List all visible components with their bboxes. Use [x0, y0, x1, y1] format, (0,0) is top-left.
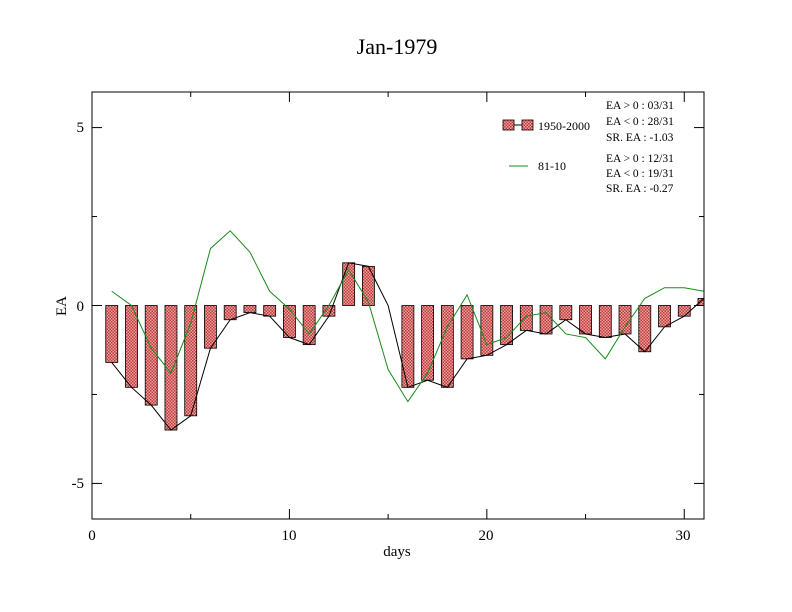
bar-day-14	[361, 265, 375, 306]
x-axis-label: days	[383, 544, 411, 560]
bar-series-1950-2000	[105, 262, 705, 431]
bar-day-20	[480, 305, 494, 356]
y-tick-label-0: 0	[77, 299, 85, 315]
bar-day-17	[421, 305, 435, 381]
legend-label-1950-2000: 1950-2000	[538, 119, 590, 133]
legend-label-81-10: 81-10	[538, 159, 566, 173]
bar-day-27	[618, 305, 632, 335]
x-tick-label-0: 0	[88, 528, 96, 544]
y-tick-label-minus5: -5	[72, 476, 85, 492]
bar-day-2	[125, 305, 138, 388]
axis-ticks	[91, 92, 704, 519]
bar-day-8	[243, 305, 257, 314]
y-tick-label-5: 5	[77, 120, 85, 136]
bar-day-18	[440, 305, 454, 388]
x-tick-label-10: 10	[282, 528, 297, 544]
bar-day-3	[144, 305, 158, 406]
stat-1950-2000-sr: SR. EA : -1.03	[606, 132, 674, 144]
stat-1950-2000-negative: EA < 0 : 28/31	[606, 116, 674, 128]
bar-day-29	[658, 305, 671, 328]
chart-title: Jan-1979	[357, 34, 438, 59]
bar-day-19	[460, 305, 474, 360]
legend: 1950-2000 81-10 EA > 0 : 03/31 EA < 0 : …	[502, 100, 674, 195]
bar-day-28	[638, 305, 652, 353]
bar-day-25	[579, 305, 592, 335]
bar-day-9	[263, 305, 277, 317]
bar-day-26	[598, 305, 612, 338]
stat-1950-2000-positive: EA > 0 : 03/31	[606, 100, 674, 112]
bar-day-7	[223, 305, 237, 321]
legend-swatch-1950-2000-left	[502, 119, 515, 131]
bar-day-1	[105, 305, 119, 363]
bar-day-16	[401, 305, 415, 388]
bar-day-30	[677, 305, 691, 317]
stat-81-10-sr: SR. EA : -0.27	[606, 183, 674, 195]
line-layer	[111, 230, 705, 431]
line-series-1950-2000	[111, 262, 705, 431]
x-tick-label-20: 20	[479, 528, 494, 544]
bar-day-23	[539, 305, 553, 335]
y-axis-label: EA	[54, 296, 70, 316]
stat-81-10-negative: EA < 0 : 19/31	[606, 168, 674, 180]
legend-swatch-1950-2000-right	[521, 119, 534, 131]
stat-81-10-positive: EA > 0 : 12/31	[606, 153, 674, 165]
x-tick-label-30: 30	[676, 528, 691, 544]
bar-day-22	[519, 305, 533, 331]
line-series-81-10	[111, 230, 705, 403]
bar-day-24	[559, 305, 573, 321]
